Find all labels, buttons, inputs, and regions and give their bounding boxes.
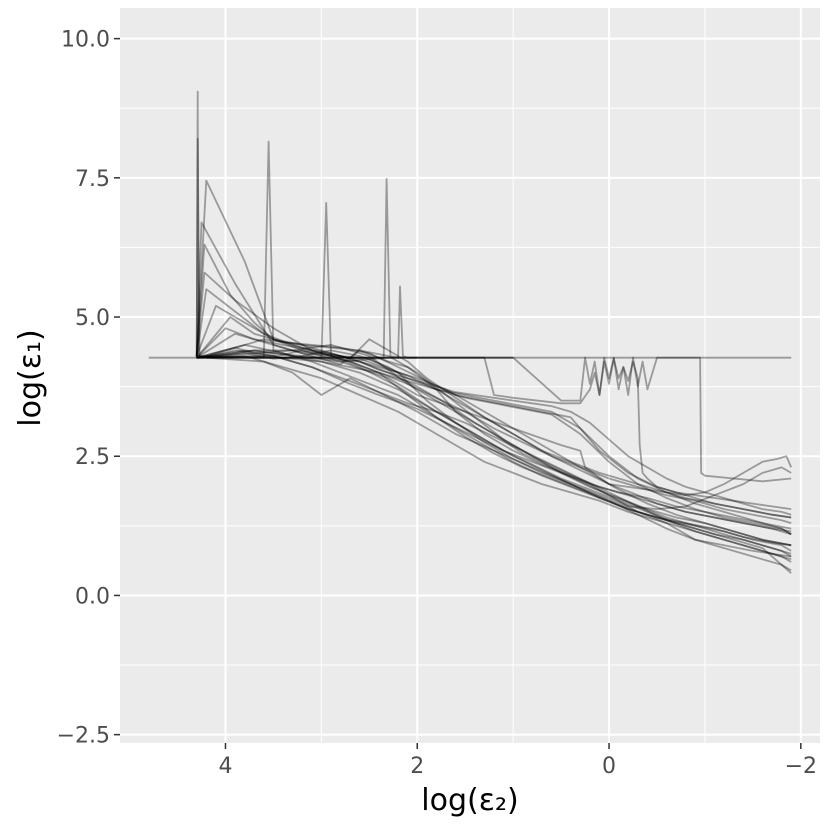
series-line-11 <box>196 343 792 555</box>
x-axis-title: log(ε₂) <box>421 783 518 818</box>
series-lines <box>148 90 793 574</box>
series-line-25 <box>196 355 792 511</box>
major-gridlines <box>120 8 820 743</box>
series-line-13 <box>206 355 792 561</box>
series-line-26 <box>196 355 792 574</box>
x-tick-label: 0 <box>602 754 616 779</box>
series-line-5 <box>195 243 792 530</box>
x-tick-label: −2 <box>785 754 817 779</box>
series-line-20 <box>196 346 792 516</box>
y-tick-label: −2.5 <box>57 724 110 749</box>
series-line-8 <box>195 304 792 547</box>
y-tick-label: 0.0 <box>75 584 110 609</box>
series-line-24 <box>196 349 793 497</box>
series-line-18 <box>196 349 792 535</box>
y-tick-label: 10.0 <box>61 28 110 53</box>
series-line-12 <box>201 349 792 563</box>
series-line-1 <box>148 90 418 359</box>
series-line-16 <box>201 338 792 519</box>
y-tick-label: 2.5 <box>75 445 110 470</box>
series-line-2 <box>195 137 514 363</box>
series-line-22 <box>196 356 792 483</box>
series-line-9 <box>196 327 792 547</box>
series-line-14 <box>206 356 792 572</box>
series-line-19 <box>196 316 792 519</box>
series-line-21 <box>196 177 792 359</box>
series-line-27 <box>196 349 792 547</box>
series-line-10 <box>196 332 792 533</box>
plot-panel <box>120 8 820 743</box>
x-tick-label: 4 <box>218 754 232 779</box>
y-axis-title: log(ε₁) <box>13 329 48 426</box>
y-tick-label: 5.0 <box>75 306 110 331</box>
series-line-23 <box>196 356 792 510</box>
series-line-7 <box>195 288 792 524</box>
series-line-15 <box>206 343 792 558</box>
x-axis: 4 2 0 −2 <box>218 743 817 779</box>
x-tick-label: 2 <box>410 754 424 779</box>
y-tick-label: 7.5 <box>75 167 110 192</box>
series-line-4 <box>195 221 792 558</box>
series-line-17 <box>201 349 792 535</box>
series-line-6 <box>195 271 792 552</box>
series-line-3 <box>195 179 792 536</box>
minor-gridlines <box>120 8 820 743</box>
y-axis: −2.5 0.0 2.5 5.0 7.5 10.0 <box>57 28 120 749</box>
